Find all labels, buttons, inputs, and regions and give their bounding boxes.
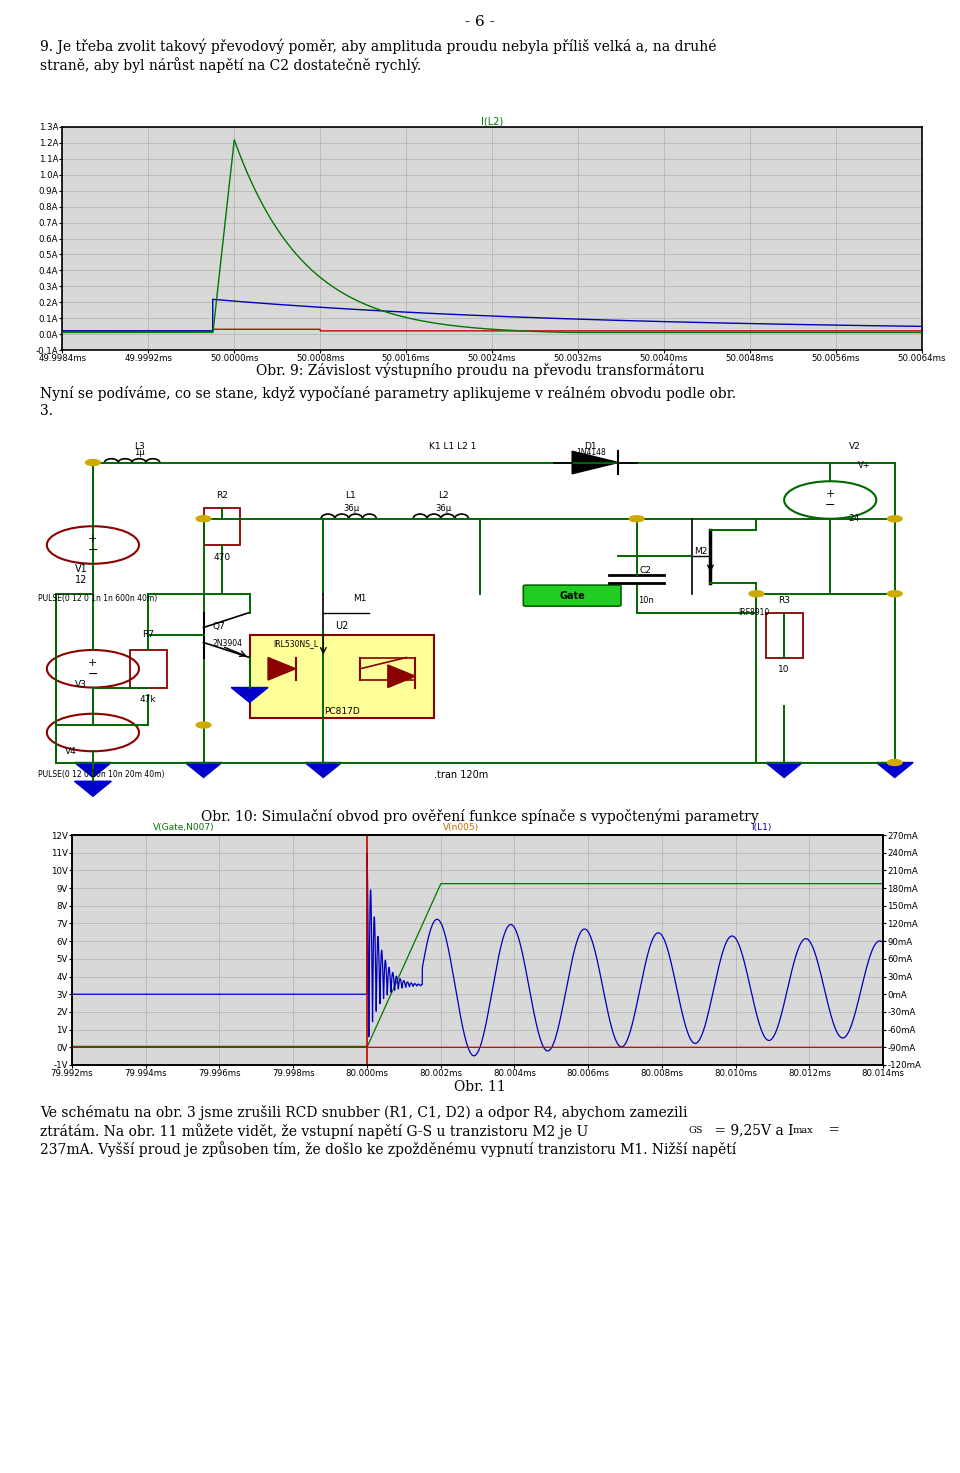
Circle shape bbox=[47, 650, 139, 688]
Text: .tran 120m: .tran 120m bbox=[435, 770, 489, 781]
Bar bbox=[766, 613, 803, 657]
Circle shape bbox=[749, 591, 764, 597]
Text: IRF8910: IRF8910 bbox=[738, 608, 769, 617]
Text: Q7: Q7 bbox=[213, 622, 226, 632]
Text: Ve schématu na obr. 3 jsme zrušili RCD snubber (R1, C1, D2) a odpor R4, abychom : Ve schématu na obr. 3 jsme zrušili RCD s… bbox=[40, 1105, 687, 1119]
Text: 10: 10 bbox=[779, 664, 790, 675]
Text: V3: V3 bbox=[75, 681, 86, 689]
Text: =: = bbox=[824, 1122, 840, 1137]
Text: GS: GS bbox=[688, 1125, 703, 1136]
Text: L3: L3 bbox=[133, 442, 144, 451]
Text: Obr. 10: Simulační obvod pro ověření funkce spínače s vypočtenými parametry: Obr. 10: Simulační obvod pro ověření fun… bbox=[202, 809, 758, 823]
Text: +: + bbox=[826, 489, 835, 499]
Circle shape bbox=[47, 526, 139, 564]
Polygon shape bbox=[75, 781, 111, 797]
Text: 470: 470 bbox=[213, 552, 230, 561]
Text: K1 L1 L2 1: K1 L1 L2 1 bbox=[429, 442, 476, 451]
Text: R7: R7 bbox=[142, 630, 155, 639]
Text: +: + bbox=[88, 658, 98, 669]
Polygon shape bbox=[388, 664, 416, 688]
Text: 3.: 3. bbox=[40, 404, 54, 418]
Bar bbox=[204, 508, 240, 545]
Text: +: + bbox=[88, 535, 98, 545]
Text: V(n005): V(n005) bbox=[444, 822, 479, 832]
Text: 2N3904: 2N3904 bbox=[213, 639, 243, 648]
Text: 10n: 10n bbox=[638, 595, 654, 604]
Text: ztrátám. Na obr. 11 můžete vidět, že vstupní napětí G-S u tranzistoru M2 je U: ztrátám. Na obr. 11 můžete vidět, že vst… bbox=[40, 1122, 588, 1139]
Text: R3: R3 bbox=[779, 597, 790, 605]
Text: I(L1): I(L1) bbox=[752, 822, 772, 832]
FancyBboxPatch shape bbox=[523, 585, 621, 605]
Text: = 9,25V a I: = 9,25V a I bbox=[710, 1122, 794, 1137]
Polygon shape bbox=[305, 763, 342, 778]
Polygon shape bbox=[876, 763, 913, 778]
Circle shape bbox=[784, 482, 876, 518]
Bar bbox=[130, 650, 167, 688]
Text: Gate: Gate bbox=[560, 591, 585, 601]
Text: PULSE(0 12 0 10n 10n 20m 40m): PULSE(0 12 0 10n 10n 20m 40m) bbox=[37, 770, 164, 779]
Polygon shape bbox=[75, 763, 111, 778]
Circle shape bbox=[887, 516, 902, 521]
Circle shape bbox=[85, 460, 100, 465]
Text: −: − bbox=[87, 544, 98, 557]
Text: 237mA. Vyšší proud je způsoben tím, že došlo ke zpožděnému vypnutí tranzistoru M: 237mA. Vyšší proud je způsoben tím, že d… bbox=[40, 1142, 736, 1156]
Text: 36μ: 36μ bbox=[343, 504, 359, 513]
Text: 24: 24 bbox=[849, 514, 860, 523]
Text: Obr. 11: Obr. 11 bbox=[454, 1080, 506, 1094]
Text: −: − bbox=[825, 499, 835, 513]
Text: 12: 12 bbox=[75, 574, 86, 585]
Polygon shape bbox=[185, 763, 222, 778]
Text: - 6 -: - 6 - bbox=[466, 15, 494, 29]
Text: straně, aby byl nárůst napětí na C2 dostatečně rychlý.: straně, aby byl nárůst napětí na C2 dost… bbox=[40, 57, 421, 72]
Text: IRL530NS_L: IRL530NS_L bbox=[273, 639, 319, 648]
Text: V2: V2 bbox=[849, 442, 860, 451]
Text: 36μ: 36μ bbox=[435, 504, 451, 513]
Text: 1μ: 1μ bbox=[133, 448, 144, 457]
Polygon shape bbox=[231, 688, 268, 703]
Text: max: max bbox=[793, 1125, 813, 1136]
Text: C2: C2 bbox=[640, 566, 652, 574]
Text: V4: V4 bbox=[65, 747, 77, 757]
Polygon shape bbox=[268, 657, 296, 681]
Text: V1: V1 bbox=[75, 564, 87, 574]
Text: V(Gate,N007): V(Gate,N007) bbox=[154, 822, 215, 832]
Text: L2: L2 bbox=[438, 491, 448, 499]
Text: Nyní se podíváme, co se stane, když vypočíané parametry aplikujeme v reálném obv: Nyní se podíváme, co se stane, když vypo… bbox=[40, 386, 736, 401]
Text: V+: V+ bbox=[858, 461, 871, 470]
Text: 47k: 47k bbox=[140, 695, 156, 704]
Text: L1: L1 bbox=[346, 491, 356, 499]
Circle shape bbox=[887, 591, 902, 597]
Title: I(L2): I(L2) bbox=[481, 116, 503, 127]
Circle shape bbox=[47, 714, 139, 751]
Text: PULSE(0 12 0 1n 1n 600n 40m): PULSE(0 12 0 1n 1n 600n 40m) bbox=[37, 594, 156, 602]
Text: PC817D: PC817D bbox=[324, 707, 360, 716]
Text: D1: D1 bbox=[585, 442, 597, 451]
Text: 9. Je třeba zvolit takový převodový poměr, aby amplituda proudu nebyla příliš ve: 9. Je třeba zvolit takový převodový pomě… bbox=[40, 38, 717, 53]
Text: Obr. 9: Závislost výstupního proudu na převodu transformátoru: Obr. 9: Závislost výstupního proudu na p… bbox=[255, 362, 705, 379]
Text: M1: M1 bbox=[353, 594, 367, 602]
Circle shape bbox=[196, 516, 211, 521]
FancyBboxPatch shape bbox=[250, 635, 434, 717]
Polygon shape bbox=[572, 451, 618, 474]
Text: 1N4148: 1N4148 bbox=[576, 448, 606, 457]
Text: −: − bbox=[87, 667, 98, 681]
Circle shape bbox=[630, 516, 644, 521]
Text: M2: M2 bbox=[694, 548, 708, 557]
Text: U2: U2 bbox=[335, 622, 348, 632]
Polygon shape bbox=[766, 763, 803, 778]
Circle shape bbox=[887, 760, 902, 766]
Text: R2: R2 bbox=[216, 491, 228, 499]
Circle shape bbox=[196, 722, 211, 728]
